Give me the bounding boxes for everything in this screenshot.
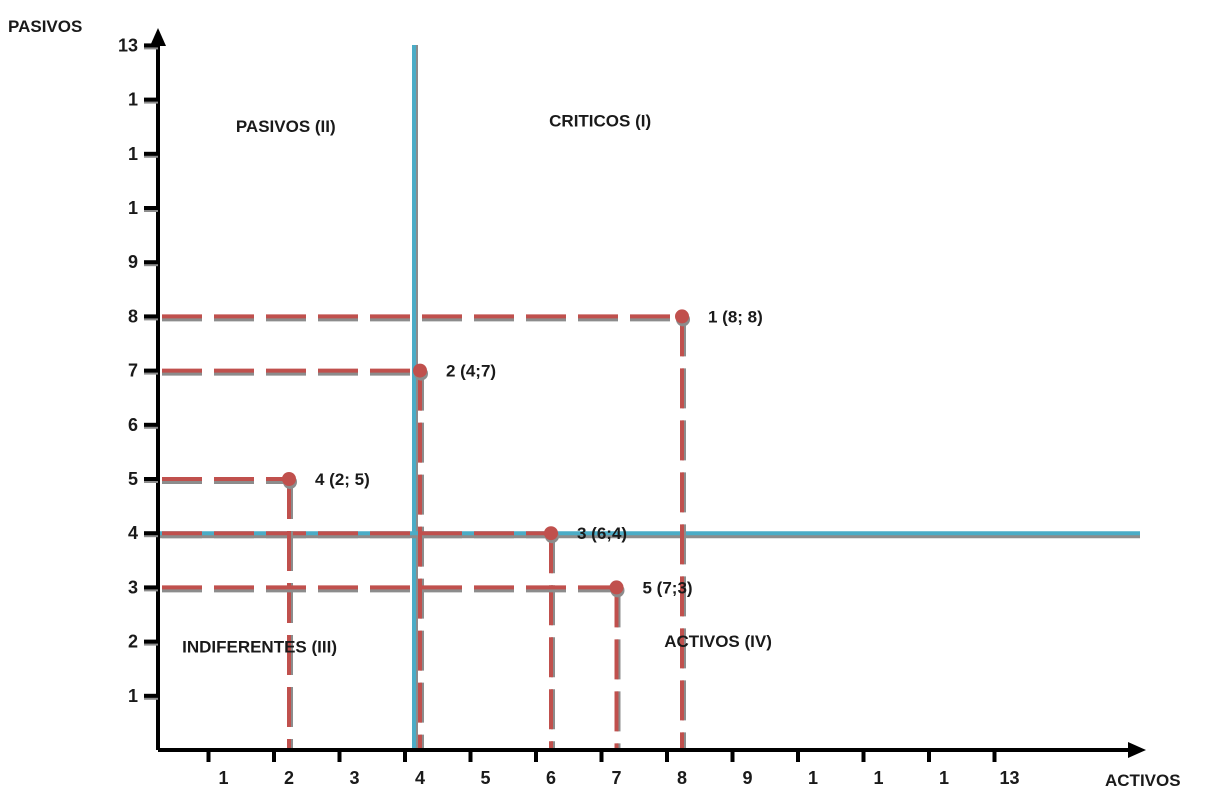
quadrant-label-II: PASIVOS (II) (236, 117, 336, 136)
x-tick-label: 7 (611, 768, 621, 788)
y-tick-label: 5 (128, 469, 138, 489)
point-label-5: 5 (7;3) (643, 578, 693, 597)
y-tick-label: 1 (128, 686, 138, 706)
y-tick-label: 1 (128, 144, 138, 164)
x-tick-label: 1 (218, 768, 228, 788)
y-tick-label: 8 (128, 306, 138, 326)
x-tick-label: 1 (873, 768, 883, 788)
y-tick-label: 13 (118, 35, 138, 55)
point-3 (544, 526, 558, 541)
x-tick-label: 2 (284, 768, 294, 788)
x-tick-label: 13 (999, 768, 1019, 788)
x-tick-label: 1 (808, 768, 818, 788)
y-tick-label: 1 (128, 198, 138, 218)
x-tick-label: 4 (415, 768, 425, 788)
point-label-4: 4 (2; 5) (315, 470, 370, 489)
point-label-2: 2 (4;7) (446, 362, 496, 381)
x-axis-arrow (1128, 742, 1146, 758)
point-label-3: 3 (6;4) (577, 524, 627, 543)
y-axis-title: PASIVOS (8, 17, 82, 36)
x-tick-label: 6 (546, 768, 556, 788)
y-tick-label: 6 (128, 415, 138, 435)
quadrant-label-III: INDIFERENTES (III) (182, 637, 337, 656)
point-5 (609, 580, 624, 595)
y-tick-label: 3 (128, 577, 138, 597)
quadrant-label-I: CRITICOS (I) (549, 112, 651, 131)
y-tick-label: 4 (128, 523, 138, 543)
x-axis-title: ACTIVOS (1105, 771, 1181, 790)
quadrant-label-IV: ACTIVOS (IV) (664, 632, 772, 651)
y-tick-label: 1 (128, 90, 138, 110)
y-tick-label: 9 (128, 252, 138, 272)
x-tick-label: 3 (349, 768, 359, 788)
point-2 (413, 363, 427, 378)
x-tick-label: 1 (939, 768, 949, 788)
point-label-1: 1 (8; 8) (708, 307, 763, 326)
y-axis-arrow (150, 28, 166, 46)
x-tick-label: 9 (742, 768, 752, 788)
x-tick-label: 8 (677, 768, 687, 788)
y-tick-label: 2 (128, 632, 138, 652)
point-4 (282, 472, 296, 486)
point-1 (675, 309, 689, 324)
y-tick-label: 7 (128, 361, 138, 381)
x-tick-label: 5 (480, 768, 490, 788)
